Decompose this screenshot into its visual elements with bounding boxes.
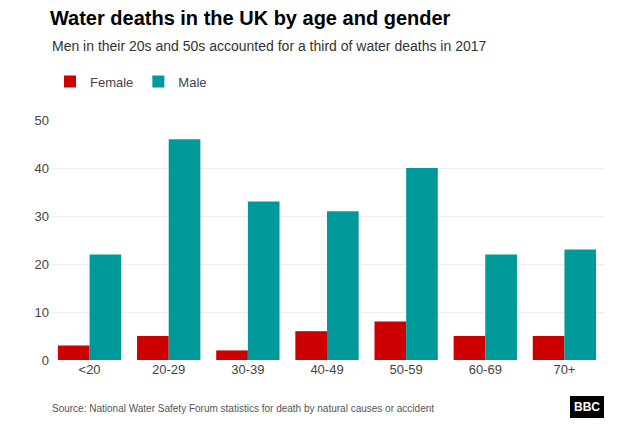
svg-text:Men in their 20s and 50s accou: Men in their 20s and 50s accounted for a… <box>52 38 486 54</box>
svg-text:Female: Female <box>90 75 133 90</box>
svg-text:BBC: BBC <box>574 400 600 414</box>
svg-text:Male: Male <box>178 75 206 90</box>
svg-text:40-49: 40-49 <box>310 362 343 377</box>
svg-text:60-69: 60-69 <box>469 362 502 377</box>
svg-text:<20: <20 <box>79 362 101 377</box>
svg-text:Source: National Water Safety: Source: National Water Safety Forum stat… <box>52 403 434 414</box>
svg-text:30-39: 30-39 <box>231 362 264 377</box>
svg-text:10: 10 <box>35 305 49 320</box>
svg-text:20-29: 20-29 <box>152 362 185 377</box>
svg-text:50-59: 50-59 <box>390 362 423 377</box>
svg-text:30: 30 <box>35 209 49 224</box>
svg-text:50: 50 <box>35 113 49 128</box>
svg-text:70+: 70+ <box>553 362 575 377</box>
svg-text:0: 0 <box>42 353 49 368</box>
svg-text:40: 40 <box>35 161 49 176</box>
svg-text:20: 20 <box>35 257 49 272</box>
svg-text:Water deaths in the UK by age: Water deaths in the UK by age and gender <box>50 7 451 29</box>
